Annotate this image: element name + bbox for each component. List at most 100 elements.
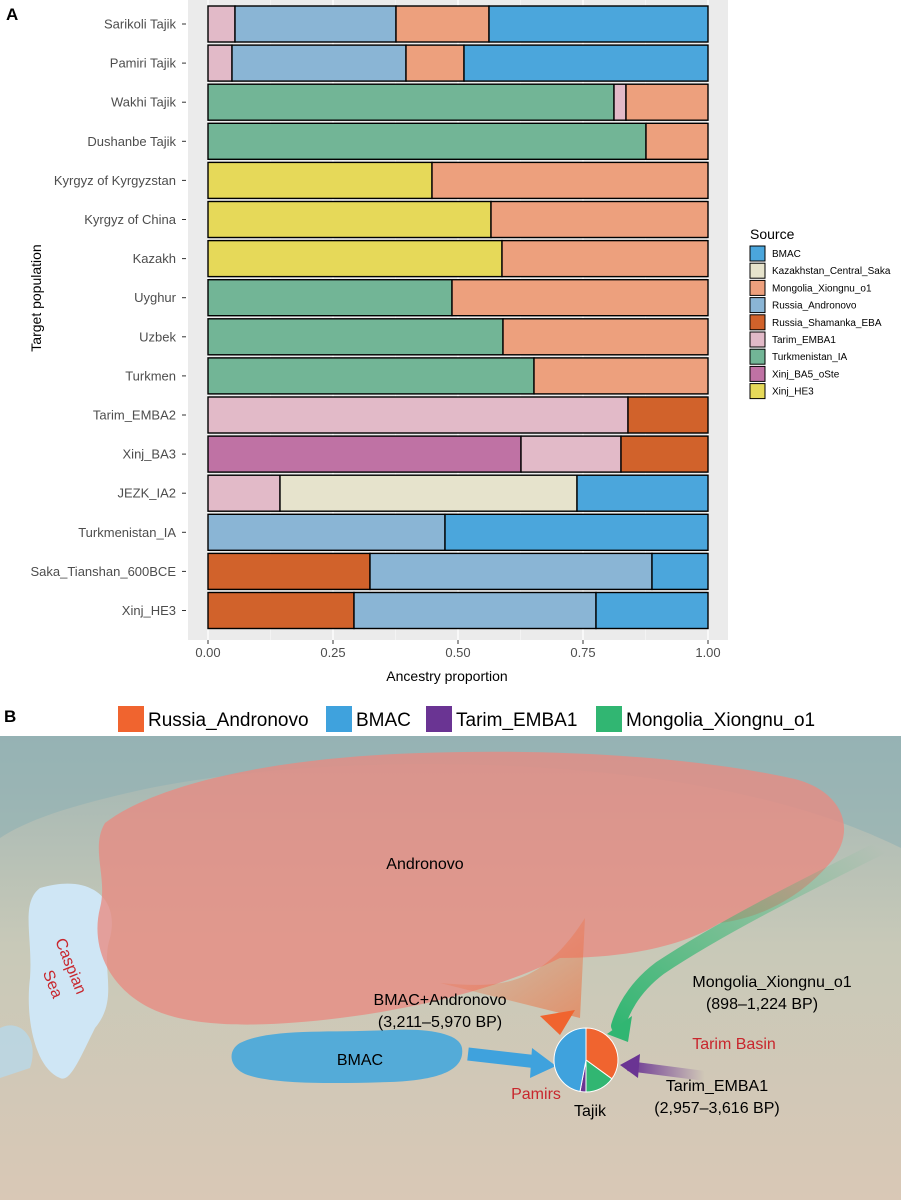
legend-swatch-tarim-emba1: [426, 706, 452, 732]
segment-russia-andronovo: [207, 513, 446, 551]
pie-slice-russia-andronovo: [585, 1027, 619, 1080]
panel-a-chart: A Sarikoli Tajik Pamiri Tajik Wakhi Tajik D…: [6, 0, 891, 684]
segment-bmac: [595, 591, 709, 630]
segment-mongolia-xiongnu-o1: [431, 161, 709, 200]
segment-russia-andronovo: [234, 5, 397, 43]
mongolia-xiongnu-date: (898–1,224 BP): [706, 996, 818, 1013]
black-sea-edge: [0, 1025, 33, 1078]
bar-xinj-ba3: [207, 435, 709, 473]
legend-key-mongolia-xiongnu-o1: [749, 279, 766, 296]
y-label-uyghur: Uyghur: [134, 290, 177, 305]
bmac-andronovo-date: (3,211–5,970 BP): [378, 1014, 502, 1031]
segment-xinj-he3: [207, 161, 433, 200]
legend-label-tarim-emba1: Tarim_EMBA1: [772, 335, 836, 346]
bmac-andronovo-label: BMAC+Andronovo: [374, 992, 507, 1009]
legend-key-turkmenistan-ia: [749, 348, 766, 365]
panel-b-letter: B: [4, 707, 16, 726]
segment-xinj-he3: [207, 200, 492, 239]
segment-turkmenistan-ia: [207, 318, 504, 356]
andronovo-arrowhead: [540, 1010, 575, 1035]
mongolia-xiongnu-label: Mongolia_Xiongnu_o1: [692, 974, 851, 991]
bar-turkmenistan-ia: [207, 513, 709, 551]
panel-b-map: B Russia_Andronovo BMAC Tarim_EMBA1 Mong…: [0, 706, 901, 1200]
x-tick-label: 1.00: [695, 645, 720, 660]
bmac-region: [231, 1029, 463, 1084]
legend-key-xinj-ba5-oste: [749, 365, 766, 382]
segment-mongolia-xiongnu-o1: [490, 200, 709, 239]
x-axis-ticks: 0.00 0.25 0.50 0.75 1.00: [195, 640, 721, 660]
y-label-pamiri-tajik: Pamiri Tajik: [110, 56, 177, 71]
tarim-emba1-date: (2,957–3,616 BP): [654, 1100, 779, 1117]
segment-russia-shamanka-eba: [207, 552, 371, 591]
segment-russia-shamanka-eba: [207, 591, 355, 630]
segment-tarim-emba1: [207, 396, 629, 434]
bar-uzbek: [207, 318, 709, 356]
legend-label-kazakhstan-central-saka: Kazakhstan_Central_Saka: [772, 266, 891, 277]
x-tick-label: 0.00: [195, 645, 220, 660]
mongolia-xiongnu-arrow: [611, 841, 887, 1033]
bar-uyghur: [207, 279, 709, 317]
bar-kyrgyz-of-kyrgyzstan: [207, 161, 709, 200]
bar-kyrgyz-of-china: [207, 200, 709, 239]
y-label-xinj-ba3: Xinj_BA3: [123, 447, 176, 462]
map-area: [0, 736, 901, 1200]
y-label-wakhi-tajik: Wakhi Tajik: [111, 95, 177, 110]
segment-russia-shamanka-eba: [620, 435, 709, 473]
x-tick-label: 0.75: [570, 645, 595, 660]
bar-sarikoli-tajik: [207, 5, 709, 43]
y-label-saka-tianshan-600bce: Saka_Tianshan_600BCE: [30, 564, 176, 579]
legend-label-xinj-ba5-oste: Xinj_BA5_oSte: [772, 369, 840, 380]
pamirs-label: Pamirs: [511, 1086, 561, 1103]
segment-mongolia-xiongnu-o1: [501, 239, 709, 278]
segment-bmac: [444, 513, 709, 551]
tajik-label: Tajik: [574, 1103, 607, 1120]
legend-key-tarim-emba1: [749, 331, 766, 348]
segment-bmac: [463, 44, 709, 82]
legend-swatch-russia-andronovo: [118, 706, 144, 732]
bar-wakhi-tajik: [207, 83, 709, 121]
chart-legend: Source BMAC Kazakhstan_Central_Saka Mongol…: [749, 226, 891, 400]
legend-label-bmac: BMAC: [356, 710, 411, 731]
legend-key-xinj-he3: [749, 383, 766, 400]
segment-turkmenistan-ia: [207, 83, 615, 121]
segment-russia-shamanka-eba: [627, 396, 709, 434]
pie-slice-bmac: [553, 1027, 587, 1093]
legend-label-mongolia-xiongnu: Mongolia_Xiongnu_o1: [626, 710, 815, 731]
stacked-bars: [207, 5, 709, 630]
segment-mongolia-xiongnu-o1: [502, 318, 709, 356]
y-axis-labels: Sarikoli Tajik Pamiri Tajik Wakhi Tajik Dus…: [30, 17, 186, 618]
x-axis-title: Ancestry proportion: [386, 668, 507, 684]
segment-bmac: [576, 474, 709, 512]
bar-turkmen: [207, 357, 709, 395]
segment-xinj-ba5-oste: [207, 435, 522, 473]
segment-turkmenistan-ia: [207, 279, 453, 317]
segment-kazakhstan-central-saka: [279, 474, 578, 512]
andronovo-arrow-cone: [440, 918, 585, 1018]
y-label-xinj-he3: Xinj_HE3: [122, 603, 176, 618]
y-label-jezk-ia2: JEZK_IA2: [117, 486, 176, 501]
bar-tarim-emba2: [207, 396, 709, 434]
map-legend: Russia_Andronovo BMAC Tarim_EMBA1 Mongol…: [118, 706, 815, 732]
segment-tarim-emba1: [613, 83, 627, 121]
segment-bmac: [488, 5, 709, 43]
segment-mongolia-xiongnu-o1: [645, 122, 709, 161]
bar-kazakh: [207, 239, 709, 278]
segment-russia-andronovo: [231, 44, 407, 82]
mongolia-xiongnu-arrowhead: [607, 1016, 632, 1042]
legend-key-kazakhstan-central-saka: [749, 262, 766, 279]
y-label-turkmen: Turkmen: [125, 368, 176, 383]
y-label-turkmenistan-ia: Turkmenistan_IA: [78, 525, 176, 540]
segment-tarim-emba1: [207, 44, 233, 82]
segment-mongolia-xiongnu-o1: [405, 44, 465, 82]
legend-key-russia-shamanka-eba: [749, 314, 766, 331]
bmac-arrowhead: [530, 1048, 556, 1078]
legend-label-bmac: BMAC: [772, 249, 801, 260]
segment-turkmenistan-ia: [207, 357, 535, 395]
bar-dushanbe-tajik: [207, 122, 709, 161]
segment-xinj-he3: [207, 239, 503, 278]
panel-a-letter: A: [6, 5, 18, 24]
y-label-kazakh: Kazakh: [133, 251, 176, 266]
tarim-basin-label: Tarim Basin: [692, 1036, 776, 1053]
legend-label-xinj-he3: Xinj_HE3: [772, 387, 814, 398]
tarim-emba1-label: Tarim_EMBA1: [666, 1078, 768, 1095]
